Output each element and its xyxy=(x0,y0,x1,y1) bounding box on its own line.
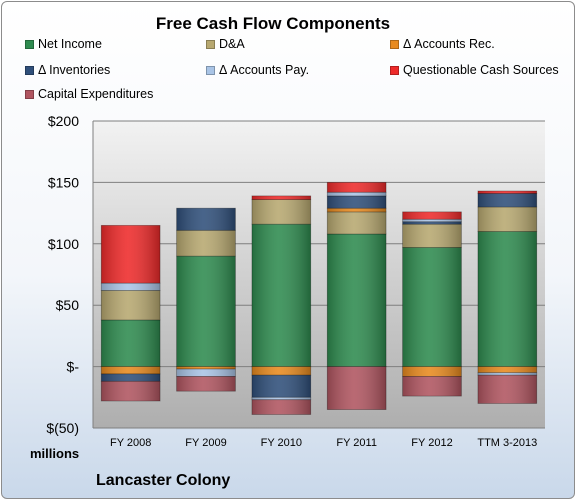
bar-segment-shade xyxy=(251,199,311,225)
bar-segment-shade xyxy=(402,366,462,377)
bar-segment-shade xyxy=(477,366,537,373)
x-tick-label: FY 2011 xyxy=(336,437,377,449)
bar-segment-shade xyxy=(176,230,236,257)
bar-segment-shade xyxy=(402,221,462,225)
bar-segment-shade xyxy=(101,381,161,401)
bar-segment-shade xyxy=(327,366,387,410)
company-name: Lancaster Colony xyxy=(96,472,231,489)
bar-segment-shade xyxy=(477,372,537,376)
bar-segment-shade xyxy=(101,225,161,284)
bar-segment-shade xyxy=(402,247,462,367)
bar-segment-shade xyxy=(477,206,537,232)
bar-segment-shade xyxy=(477,193,537,207)
x-tick-label: TTM 3-2013 xyxy=(477,437,537,449)
x-tick-label: FY 2008 xyxy=(110,437,151,449)
bar-segment-shade xyxy=(176,369,236,377)
legend-label: Net Income xyxy=(38,37,102,51)
bar-segment-shade xyxy=(101,366,161,374)
bar-segment-shade xyxy=(327,192,387,196)
bar-segment-shade xyxy=(101,283,161,291)
legend-label: Questionable Cash Sources xyxy=(403,63,559,77)
y-tick-label: $100 xyxy=(48,236,79,252)
legend-swatch xyxy=(25,40,34,49)
y-unit-label: millions xyxy=(30,446,79,461)
legend-label: Δ Accounts Rec. xyxy=(403,37,495,51)
bar-segment-shade xyxy=(176,208,236,231)
bar-segment-shade xyxy=(327,195,387,209)
bar-segment-shade xyxy=(251,399,311,415)
legend-label: Δ Inventories xyxy=(38,63,111,77)
legend: Net Income D&A Δ Accounts Rec. Δ Invento… xyxy=(0,0,578,110)
legend-swatch xyxy=(25,66,34,75)
bar-segment-shade xyxy=(402,224,462,248)
x-tick-label: FY 2010 xyxy=(261,437,302,449)
bar-segment-shade xyxy=(477,375,537,404)
bar-segment-shade xyxy=(251,397,311,400)
bar-segment-shade xyxy=(477,190,537,194)
bar-segment-shade xyxy=(251,224,311,367)
legend-swatch xyxy=(390,66,399,75)
bar-segment-shade xyxy=(101,290,161,320)
bar-segment-shade xyxy=(327,233,387,367)
bar-segment-shade xyxy=(327,211,387,234)
bar-segment-shade xyxy=(176,366,236,370)
bar-segment-shade xyxy=(176,256,236,367)
plot-area xyxy=(93,121,545,428)
bar-segment-shade xyxy=(402,219,462,222)
bar-segment-shade xyxy=(101,373,161,382)
bar-segment-shade xyxy=(402,211,462,220)
bar-segment-shade xyxy=(101,319,161,367)
bar-segment-shade xyxy=(327,208,387,212)
legend-swatch xyxy=(25,90,34,99)
x-tick-label: FY 2009 xyxy=(185,437,226,449)
y-tick-label: $150 xyxy=(48,174,79,190)
y-tick-label: $50 xyxy=(56,297,80,313)
y-tick-label: $(50) xyxy=(46,420,79,436)
legend-swatch xyxy=(390,40,399,49)
y-tick-label: $200 xyxy=(48,113,79,129)
legend-label: Capital Expenditures xyxy=(38,87,154,101)
bar-segment-shade xyxy=(477,231,537,367)
bar-segment-shade xyxy=(327,182,387,193)
chart-title: Free Cash Flow Components xyxy=(155,14,391,33)
bar-segment-shade xyxy=(176,376,236,392)
y-tick-label: $- xyxy=(67,359,80,375)
bar-segment-shade xyxy=(251,366,311,376)
bar-segment-shade xyxy=(251,195,311,200)
x-tick-label: FY 2012 xyxy=(411,437,452,449)
legend-label: D&A xyxy=(219,37,245,51)
legend-label: Δ Accounts Pay. xyxy=(219,63,310,77)
legend-swatch xyxy=(206,40,215,49)
legend-swatch xyxy=(206,66,215,75)
bar-segment-shade xyxy=(251,375,311,398)
bar-segment-shade xyxy=(402,376,462,397)
